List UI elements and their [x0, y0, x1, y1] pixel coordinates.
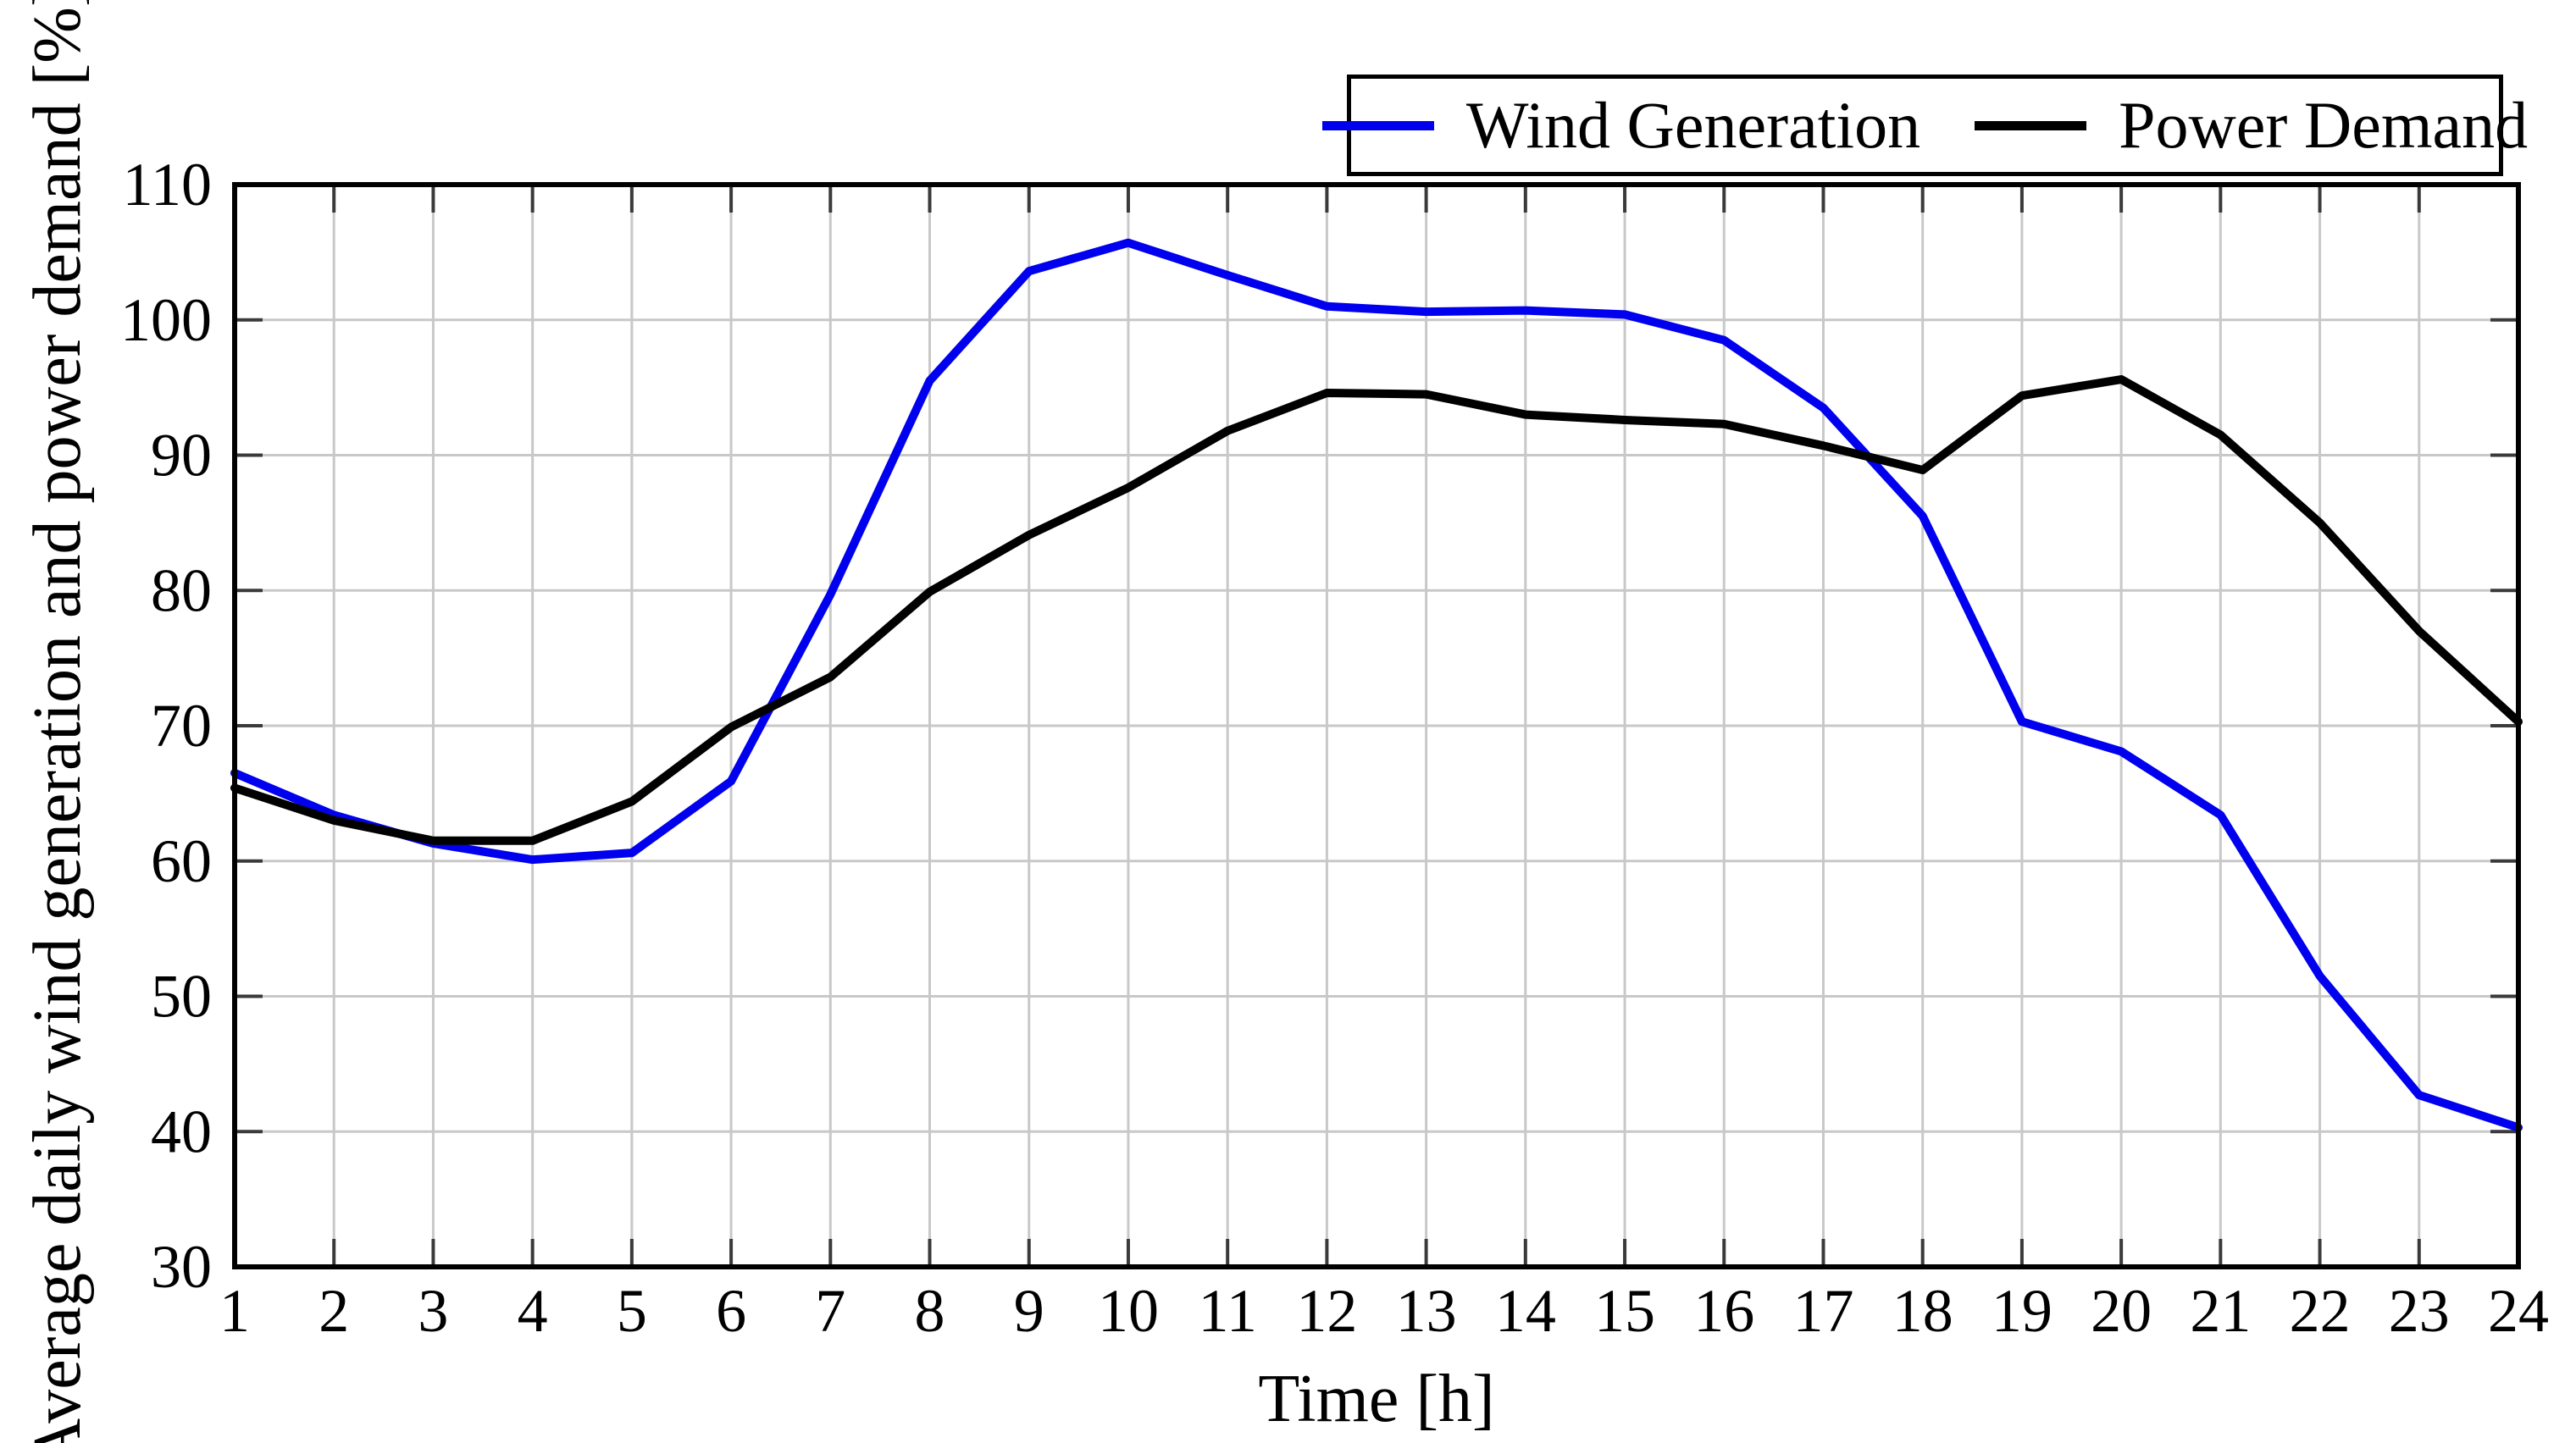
x-tick-label: 5 [617, 1277, 647, 1345]
x-tick-label: 9 [1014, 1277, 1044, 1345]
x-tick-label: 15 [1594, 1277, 1655, 1345]
series-line-wind-generation [230, 238, 2523, 1132]
x-tick-label: 22 [2290, 1277, 2351, 1345]
power-demand-line-swatch [1975, 120, 2087, 130]
x-tick-label: 1 [219, 1277, 250, 1345]
legend: Wind Generation Power Demand [1321, 75, 2528, 176]
legend-item-power-demand: Power Demand [1975, 87, 2528, 163]
y-tick-label: 100 [120, 286, 212, 354]
x-tick-label: 8 [915, 1277, 945, 1345]
x-tick-label: 16 [1693, 1277, 1754, 1345]
x-tick-label: 14 [1495, 1277, 1556, 1345]
x-tick-label: 20 [2091, 1277, 2152, 1345]
x-axis-title: Time [h] [1258, 1362, 1494, 1436]
legend-item-wind-generation: Wind Generation [1321, 87, 1921, 163]
y-tick-label: 80 [151, 556, 212, 624]
legend-label-wind-generation: Wind Generation [1465, 88, 1921, 162]
y-tick-label: 90 [151, 422, 212, 489]
y-tick-label: 50 [151, 963, 212, 1031]
series-line-power-demand [230, 375, 2523, 845]
y-tick-label: 110 [123, 151, 212, 218]
x-tick-label: 2 [319, 1277, 349, 1345]
x-tick-label: 4 [518, 1277, 548, 1345]
x-tick-label: 13 [1396, 1277, 1457, 1345]
x-tick-label: 11 [1199, 1277, 1257, 1345]
x-tick-label: 24 [2488, 1277, 2549, 1345]
x-tick-label: 18 [1892, 1277, 1953, 1345]
x-tick-label: 6 [716, 1277, 746, 1345]
x-tick-label: 3 [418, 1277, 448, 1345]
legend-label-power-demand: Power Demand [2119, 88, 2529, 162]
x-tick-label: 23 [2389, 1277, 2450, 1345]
x-tick-label: 17 [1792, 1277, 1853, 1345]
y-tick-label: 70 [151, 692, 212, 760]
x-tick-label: 7 [815, 1277, 845, 1345]
y-tick-label: 60 [151, 827, 212, 895]
wind-generation-line-swatch [1321, 120, 1434, 130]
plot-border [232, 182, 2521, 1269]
y-tick-label: 40 [151, 1097, 212, 1165]
y-axis-title: Average daily wind generation and power … [20, 0, 95, 1443]
x-tick-label: 12 [1296, 1277, 1357, 1345]
x-tick-label: 21 [2190, 1277, 2251, 1345]
y-tick-label: 30 [151, 1233, 212, 1301]
x-tick-label: 19 [1992, 1277, 2052, 1345]
x-tick-label: 10 [1098, 1277, 1159, 1345]
